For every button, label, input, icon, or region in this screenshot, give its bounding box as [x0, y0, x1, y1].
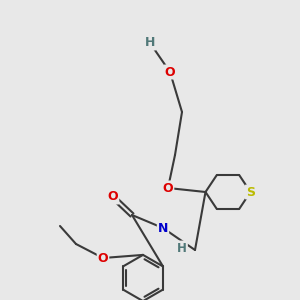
Text: O: O: [108, 190, 118, 203]
Text: O: O: [98, 251, 108, 265]
Text: O: O: [165, 65, 175, 79]
Text: O: O: [163, 182, 173, 194]
Text: S: S: [246, 185, 255, 199]
Text: H: H: [177, 242, 187, 254]
Text: N: N: [158, 221, 168, 235]
Text: H: H: [145, 37, 155, 50]
